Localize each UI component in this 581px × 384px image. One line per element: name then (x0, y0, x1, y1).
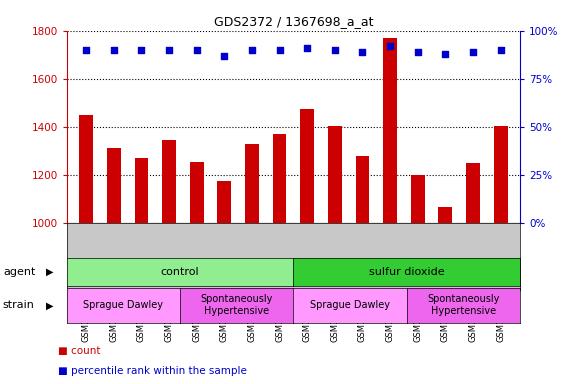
Point (468, 49, 478, 55)
Text: agent: agent (3, 267, 35, 277)
Bar (411, 175, 425, 223)
Bar (107, 148, 121, 223)
Point (330, 47, 339, 53)
Point (164, 47, 174, 53)
Bar (190, 162, 203, 223)
Point (220, 53, 229, 59)
Point (192, 47, 202, 53)
Point (441, 51, 450, 57)
Bar (135, 158, 148, 223)
Text: Sprague Dawley: Sprague Dawley (84, 300, 163, 310)
Point (137, 47, 146, 53)
Text: strain: strain (3, 300, 35, 310)
Text: sulfur dioxide: sulfur dioxide (369, 267, 444, 277)
Text: Sprague Dawley: Sprague Dawley (310, 300, 390, 310)
Text: ▶: ▶ (46, 300, 53, 310)
Bar (300, 109, 314, 223)
Text: ■ count: ■ count (58, 346, 101, 356)
Text: ▶: ▶ (46, 267, 53, 277)
Point (496, 47, 505, 53)
Bar (217, 181, 231, 223)
Title: GDS2372 / 1367698_a_at: GDS2372 / 1367698_a_at (214, 15, 373, 28)
Bar (439, 207, 452, 223)
Bar (79, 115, 93, 223)
Bar (272, 134, 286, 223)
Point (81, 47, 91, 53)
Point (109, 47, 119, 53)
Point (385, 43, 394, 49)
Bar (494, 126, 508, 223)
Point (275, 47, 284, 53)
Bar (328, 126, 342, 223)
Point (413, 49, 422, 55)
Bar (383, 38, 397, 223)
Bar (245, 144, 259, 223)
Text: ■ percentile rank within the sample: ■ percentile rank within the sample (58, 366, 247, 376)
Point (358, 49, 367, 55)
Text: control: control (161, 267, 199, 277)
Bar (356, 156, 370, 223)
Bar (162, 140, 176, 223)
Point (303, 45, 312, 51)
Point (248, 47, 257, 53)
Text: Spontaneously
Hypertensive: Spontaneously Hypertensive (200, 295, 273, 316)
Text: Spontaneously
Hypertensive: Spontaneously Hypertensive (427, 295, 500, 316)
Bar (466, 163, 480, 223)
